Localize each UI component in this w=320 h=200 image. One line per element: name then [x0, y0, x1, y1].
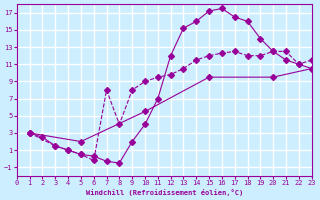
X-axis label: Windchill (Refroidissement éolien,°C): Windchill (Refroidissement éolien,°C): [85, 189, 243, 196]
